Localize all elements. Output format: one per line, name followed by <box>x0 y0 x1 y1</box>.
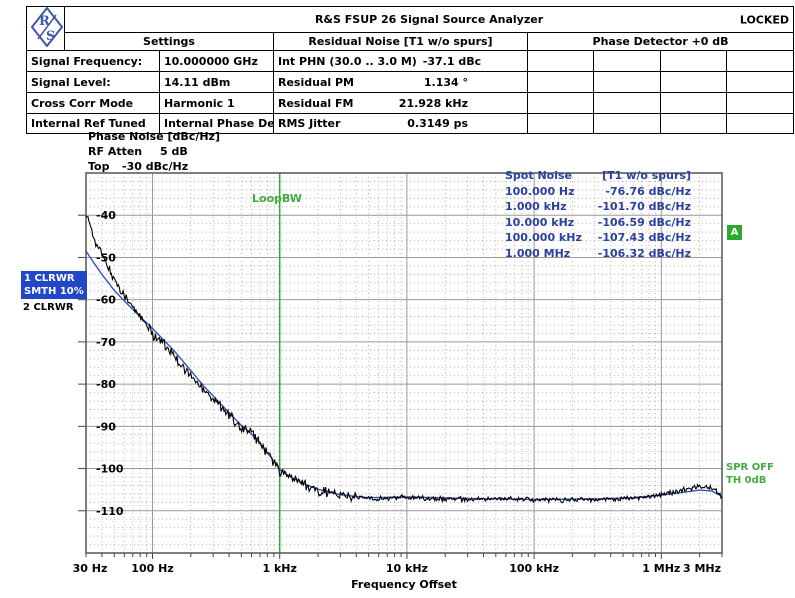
residual-value: 21.928 kHz <box>398 96 468 110</box>
spot-noise-table: Spot Noise [T1 w/o spurs] 100.000 Hz -76.… <box>505 168 691 261</box>
residual-label: RMS Jitter <box>278 117 341 130</box>
trace2-status-badge: 2 CLRWR <box>23 302 74 313</box>
measurement-header-table: R S R&S FSUP 26 Signal Source Analyzer L… <box>26 5 795 134</box>
rs-logo: R S <box>26 6 65 51</box>
y-axis-label: -110 <box>96 505 124 518</box>
rs-logo-icon: R S <box>30 7 64 48</box>
x-axis-label: 100 kHz <box>509 562 559 575</box>
y-axis-label: -50 <box>96 251 116 264</box>
top-level-label: Top <box>88 160 110 173</box>
threshold-label: TH 0dB <box>726 475 767 486</box>
chart-title: Phase Noise [dBc/Hz] <box>88 130 220 143</box>
residual-value: 1.134 ° <box>423 75 468 89</box>
svg-text:R: R <box>39 14 50 29</box>
x-axis-label: 30 Hz <box>73 562 108 575</box>
spur-settings-label: SPR OFF TH 0dB <box>726 461 774 487</box>
spot-value: -106.59 dBc/Hz <box>597 215 691 229</box>
x-axis-label: 1 MHz <box>642 562 680 575</box>
spot-freq: 10.000 kHz <box>505 215 575 229</box>
spot-noise-row: 1.000 MHz -106.32 dBc/Hz <box>505 246 691 262</box>
phase-detector-cell <box>725 113 795 134</box>
spot-freq: 1.000 kHz <box>505 200 567 213</box>
y-axis-label: -70 <box>96 336 116 349</box>
window-title-bar: R&S FSUP 26 Signal Source Analyzer LOCKE… <box>63 5 795 34</box>
residual-row: Residual FM 21.928 kHz <box>273 92 528 114</box>
spot-noise-row: 10.000 kHz -106.59 dBc/Hz <box>505 215 691 231</box>
spot-noise-subtitle: [T1 w/o spurs] <box>602 169 691 182</box>
section-header-settings: Settings <box>64 32 274 51</box>
rf-atten-label: RF Atten <box>88 145 143 158</box>
plot-border <box>85 172 723 554</box>
spot-freq: 1.000 MHz <box>505 246 571 260</box>
trace2-raw-curve <box>85 215 723 505</box>
setting-label: Internal Ref Tuned <box>26 113 160 134</box>
x-axis-title: Frequency Offset <box>351 578 457 591</box>
spot-freq: 100.000 kHz <box>505 231 582 244</box>
page-title: R&S FSUP 26 Signal Source Analyzer <box>314 13 544 27</box>
spot-noise-row: 100.000 kHz -107.43 dBc/Hz <box>505 230 691 246</box>
y-axis-label: -60 <box>96 294 116 307</box>
table-row: Internal Ref Tuned Internal Phase Det RM… <box>26 113 795 134</box>
spot-freq: 100.000 Hz <box>505 184 575 198</box>
locked-status-badge: LOCKED <box>739 13 790 27</box>
residual-value: 0.3149 ps <box>407 117 468 130</box>
setting-value: 10.000000 GHz <box>159 50 274 72</box>
screen-a-badge: A <box>727 225 742 240</box>
spot-value: -76.76 dBc/Hz <box>605 184 691 198</box>
x-axis-label: 3 MHz <box>683 562 721 575</box>
setting-value: Harmonic 1 <box>159 92 274 114</box>
rf-atten-value: 5 dB <box>160 145 188 158</box>
spot-noise-row: 100.000 Hz -76.76 dBc/Hz <box>505 184 691 200</box>
trace1-mode: 1 CLRWR <box>24 273 75 284</box>
x-axis-label: 10 kHz <box>386 562 428 575</box>
setting-label: Signal Frequency: <box>26 50 160 72</box>
trace1-status-badge: 1 CLRWR SMTH 10% <box>21 271 87 299</box>
table-row: Signal Frequency: 10.000000 GHz Int PHN … <box>26 50 795 72</box>
x-axis-label: 100 Hz <box>131 562 173 575</box>
y-axis-label: -90 <box>96 420 116 433</box>
trace1-smoothing: SMTH 10% <box>24 286 84 297</box>
spot-value: -106.32 dBc/Hz <box>597 246 691 260</box>
residual-row: Int PHN (30.0 .. 3.0 M) -37.1 dBc <box>273 50 528 72</box>
setting-value: Internal Phase Det <box>159 113 274 134</box>
spot-noise-header: Spot Noise [T1 w/o spurs] <box>505 168 691 184</box>
top-level-value: -30 dBc/Hz <box>122 160 189 173</box>
y-axis-label: -40 <box>96 209 116 222</box>
spot-value: -107.43 dBc/Hz <box>597 231 691 244</box>
spot-noise-title: Spot Noise <box>505 169 572 182</box>
y-axis-label: -100 <box>96 463 124 476</box>
svg-text:S: S <box>46 29 55 44</box>
spot-noise-row: 1.000 kHz -101.70 dBc/Hz <box>505 199 691 215</box>
residual-label: Residual PM <box>278 75 354 89</box>
y-axis-label: -80 <box>96 378 116 391</box>
table-row: Cross Corr Mode Harmonic 1 Residual FM 21… <box>26 92 795 114</box>
spot-value: -101.70 dBc/Hz <box>597 200 691 213</box>
residual-value: -37.1 dBc <box>422 54 482 68</box>
loop-bw-marker-label: LoopBW <box>252 192 302 205</box>
x-axis-label: 1 kHz <box>262 562 296 575</box>
residual-label: Int PHN (30.0 .. 3.0 M) <box>278 54 417 68</box>
residual-label: Residual FM <box>278 96 354 110</box>
spur-off-label: SPR OFF <box>726 462 774 473</box>
